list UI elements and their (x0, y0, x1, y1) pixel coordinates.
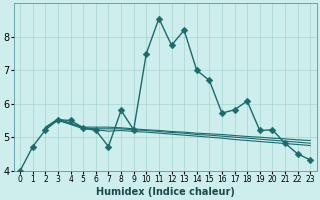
X-axis label: Humidex (Indice chaleur): Humidex (Indice chaleur) (96, 187, 235, 197)
